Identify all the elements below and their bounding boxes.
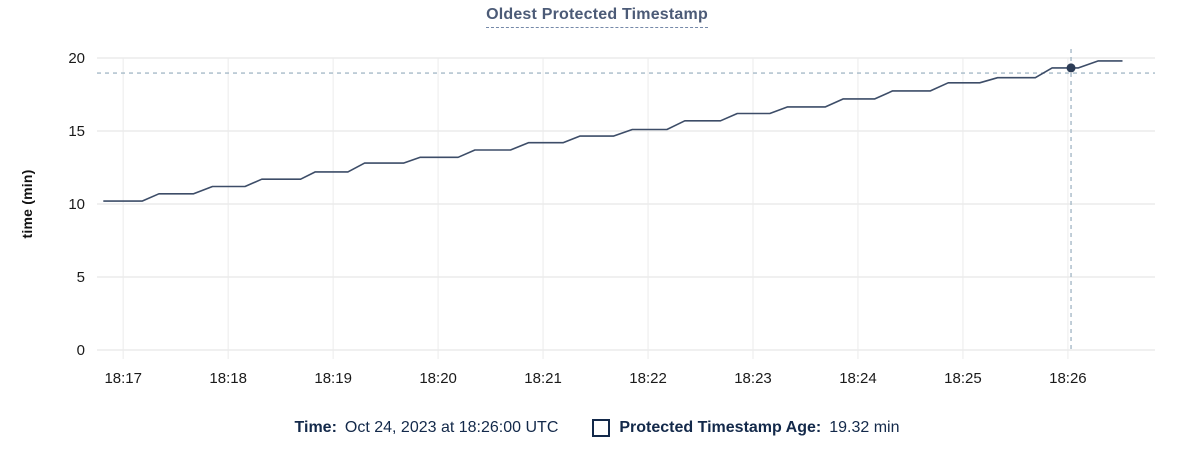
y-tick-label: 10 [68,196,85,213]
legend-series-value: 19.32 min [829,419,900,436]
y-tick-label: 0 [77,342,85,359]
x-tick-label: 18:18 [209,370,247,387]
x-tick-label: 18:25 [944,370,982,387]
x-tick-label: 18:24 [839,370,877,387]
highlight-point [1066,63,1076,73]
x-tick-label: 18:19 [314,370,352,387]
plot-area[interactable]: 18:17 18:18 18:19 18:20 18:21 18:22 18:23 18:24… [0,0,1194,400]
chart-legend: Time: Oct 24, 2023 at 18:26:00 UTC Prote… [0,419,1194,437]
series-checkbox-icon[interactable] [592,419,611,437]
series-line-protected-timestamp-age [103,60,1123,202]
legend-time-label: Time: [294,419,337,436]
y-tick-label: 20 [68,50,85,67]
legend-time-value: Oct 24, 2023 at 18:26:00 UTC [344,419,559,436]
legend-series-toggle[interactable]: Protected Timestamp Age: 19.32 min [592,419,899,437]
x-tick-label: 18:17 [104,370,142,387]
x-tick-label: 18:20 [419,370,457,387]
legend-series-label: Protected Timestamp Age: [619,419,822,436]
y-tick-label: 15 [68,123,85,140]
x-tick-label: 18:26 [1049,370,1087,387]
x-tick-label: 18:22 [629,370,667,387]
y-tick-label: 5 [77,269,85,286]
chart-title-wrap: Oldest Protected Timestamp [0,6,1194,28]
x-tick-label: 18:23 [734,370,772,387]
x-tick-label: 18:21 [524,370,562,387]
legend-time-group: Time: Oct 24, 2023 at 18:26:00 UTC [295,419,559,437]
chart-title[interactable]: Oldest Protected Timestamp [486,6,708,28]
